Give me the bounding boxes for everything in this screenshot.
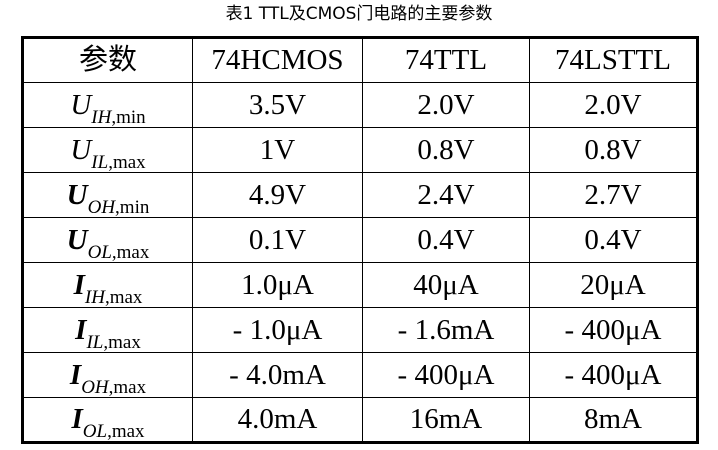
parameter-table: 参数 74HCMOS 74TTL 74LSTTL UIH,min 3.5V 2.0V…: [21, 36, 699, 444]
param-subscript-suffix: ,max: [103, 331, 141, 353]
value-cell: - 1.6mA: [362, 307, 530, 353]
header-row: 参数 74HCMOS 74TTL 74LSTTL: [22, 37, 698, 83]
param-symbol: U: [70, 133, 92, 166]
value-cell: 0.1V: [192, 217, 363, 263]
param-subscript-letters: IH: [84, 286, 105, 308]
header-cell-74ttl: 74TTL: [362, 37, 530, 83]
param-subscript-suffix: ,max: [107, 421, 145, 442]
param-subscript: OL,max: [83, 421, 145, 442]
param-subscript-suffix: ,max: [111, 241, 150, 263]
table-row: IIL,max - 1.0μA - 1.6mA - 400μA: [22, 307, 698, 353]
param-symbol-cell: IOH,max: [22, 352, 193, 398]
value-cell: - 4.0mA: [192, 352, 363, 398]
param-subscript-letters: IH: [91, 106, 112, 128]
param-subscript: OL,max: [88, 242, 150, 263]
param-symbol-cell: IIL,max: [22, 307, 193, 353]
header-cell-param: 参数: [22, 37, 193, 83]
value-cell: - 400μA: [529, 307, 698, 353]
value-cell: 3.5V: [192, 82, 363, 128]
param-subscript-suffix: ,max: [104, 286, 143, 308]
param-subscript-letters: IL: [86, 331, 104, 353]
param-subscript-letters: OH: [81, 376, 109, 398]
param-subscript-letters: OL: [87, 241, 112, 263]
value-cell: 2.4V: [362, 172, 530, 218]
param-symbol: U: [66, 223, 88, 256]
value-cell: 0.8V: [529, 127, 698, 173]
value-cell: 16mA: [362, 397, 530, 443]
value-cell: - 1.0μA: [192, 307, 363, 353]
table-row: UIL,max 1V 0.8V 0.8V: [22, 127, 698, 173]
param-symbol: I: [73, 268, 85, 301]
param-symbol: U: [70, 88, 92, 121]
value-cell: 2.0V: [529, 82, 698, 128]
value-cell: 40μA: [362, 262, 530, 308]
param-symbol-cell: IIH,max: [22, 262, 193, 308]
param-subscript: OH,max: [81, 377, 146, 398]
table-row: UOL,max 0.1V 0.4V 0.4V: [22, 217, 698, 263]
value-cell: - 400μA: [529, 352, 698, 398]
value-cell: 2.0V: [362, 82, 530, 128]
param-subscript-suffix: ,max: [108, 151, 146, 173]
header-cell-74lsttl: 74LSTTL: [529, 37, 698, 83]
header-cell-74hcmos: 74HCMOS: [192, 37, 363, 83]
param-symbol: I: [71, 403, 83, 435]
param-symbol: U: [66, 178, 88, 211]
value-cell: 0.8V: [362, 127, 530, 173]
value-cell: 0.4V: [529, 217, 698, 263]
table-row: UIH,min 3.5V 2.0V 2.0V: [22, 82, 698, 128]
value-cell: 4.9V: [192, 172, 363, 218]
param-subscript-suffix: ,min: [111, 106, 146, 128]
value-cell: 1V: [192, 127, 363, 173]
param-subscript: IL,max: [86, 332, 140, 353]
param-subscript: IH,min: [91, 107, 145, 128]
table-row: IOH,max - 4.0mA - 400μA - 400μA: [22, 352, 698, 398]
param-symbol-cell: UIH,min: [22, 82, 193, 128]
value-cell: 1.0μA: [192, 262, 363, 308]
table-row: IIH,max 1.0μA 40μA 20μA: [22, 262, 698, 308]
param-symbol: I: [75, 313, 87, 346]
param-subscript: IH,max: [85, 287, 143, 308]
value-cell: 20μA: [529, 262, 698, 308]
param-subscript: IL,max: [91, 152, 145, 173]
param-subscript-letters: OL: [82, 421, 108, 442]
param-symbol-cell: UOL,max: [22, 217, 193, 263]
param-symbol-cell: UOH,min: [22, 172, 193, 218]
table-caption: 表1 TTL及CMOS门电路的主要参数: [225, 4, 493, 24]
param-symbol-cell: UIL,max: [22, 127, 193, 173]
value-cell: 2.7V: [529, 172, 698, 218]
param-subscript-suffix: ,min: [115, 196, 150, 218]
param-symbol: I: [69, 358, 82, 391]
param-subscript: OH,min: [88, 197, 150, 218]
table-row: UOH,min 4.9V 2.4V 2.7V: [22, 172, 698, 218]
value-cell: 4.0mA: [192, 397, 363, 443]
param-subscript-suffix: ,max: [108, 376, 147, 398]
value-cell: 0.4V: [362, 217, 530, 263]
param-subscript-letters: OH: [87, 196, 116, 218]
table-row: IOL,max 4.0mA 16mA 8mA: [22, 397, 698, 443]
value-cell: 8mA: [529, 397, 698, 443]
param-subscript-letters: IL: [91, 151, 109, 173]
value-cell: - 400μA: [362, 352, 530, 398]
param-symbol-cell: IOL,max: [22, 397, 193, 443]
